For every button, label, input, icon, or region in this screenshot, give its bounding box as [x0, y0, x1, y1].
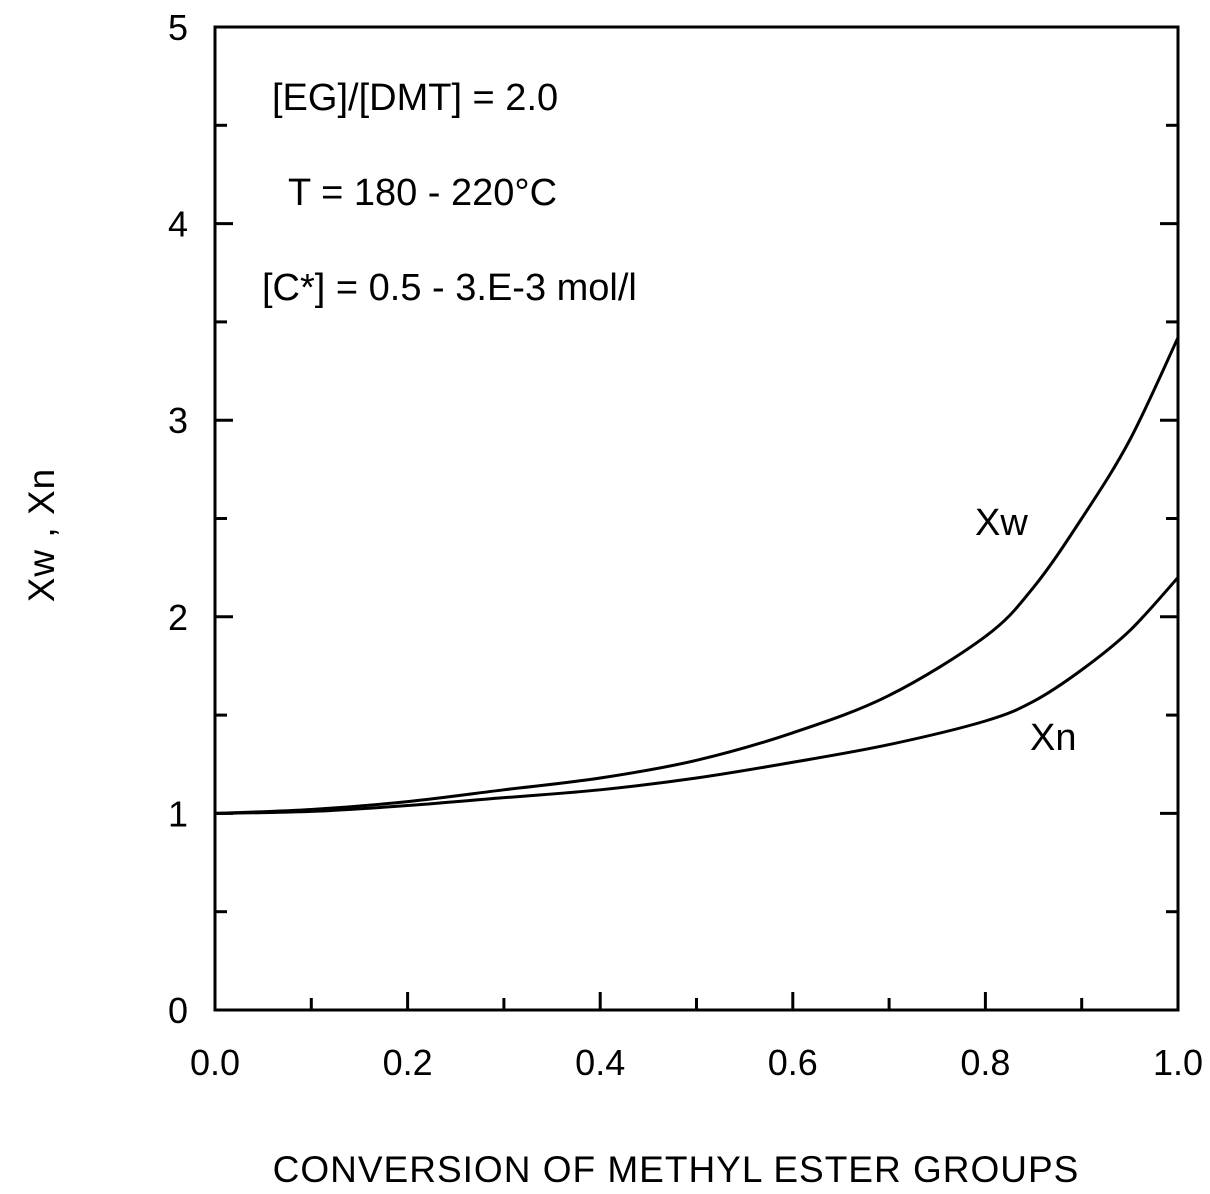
x-axis-label: CONVERSION OF METHYL ESTER GROUPS: [273, 1149, 1080, 1190]
ticks: [213, 25, 1180, 1012]
series-line-xw: [214, 336, 1180, 815]
y-tick-label: 3: [168, 400, 188, 441]
series-label-xw: Xw: [975, 502, 1028, 544]
x-tick-label: 1.0: [1153, 1042, 1203, 1083]
y-tick-label: 0: [168, 990, 188, 1031]
annotation-concentration: [C*] = 0.5 - 3.E-3 mol/l: [262, 267, 637, 309]
y-tick-label: 4: [168, 204, 188, 245]
x-tick-label: 0.2: [383, 1042, 433, 1083]
x-tick-label: 0.4: [575, 1042, 625, 1083]
y-tick-label: 5: [168, 7, 188, 48]
y-tick-label: 1: [168, 793, 188, 834]
x-tick-label: 0.6: [768, 1042, 818, 1083]
y-tick-label: 2: [168, 597, 188, 638]
tick-labels: 0.0 0.2 0.4 0.6 0.8 1.0 0 1 2 3 4 5: [168, 7, 1203, 1083]
y-axis-label: Xw , Xn: [21, 468, 62, 603]
series-line-xn: [214, 576, 1180, 815]
x-tick-label: 0.8: [960, 1042, 1010, 1083]
series-label-xn: Xn: [1030, 717, 1076, 759]
annotation-temperature: T = 180 - 220°C: [288, 172, 557, 214]
annotation-ratio: [EG]/[DMT] = 2.0: [272, 77, 558, 119]
x-tick-label: 0.0: [190, 1042, 240, 1083]
series-lines: [214, 336, 1180, 815]
